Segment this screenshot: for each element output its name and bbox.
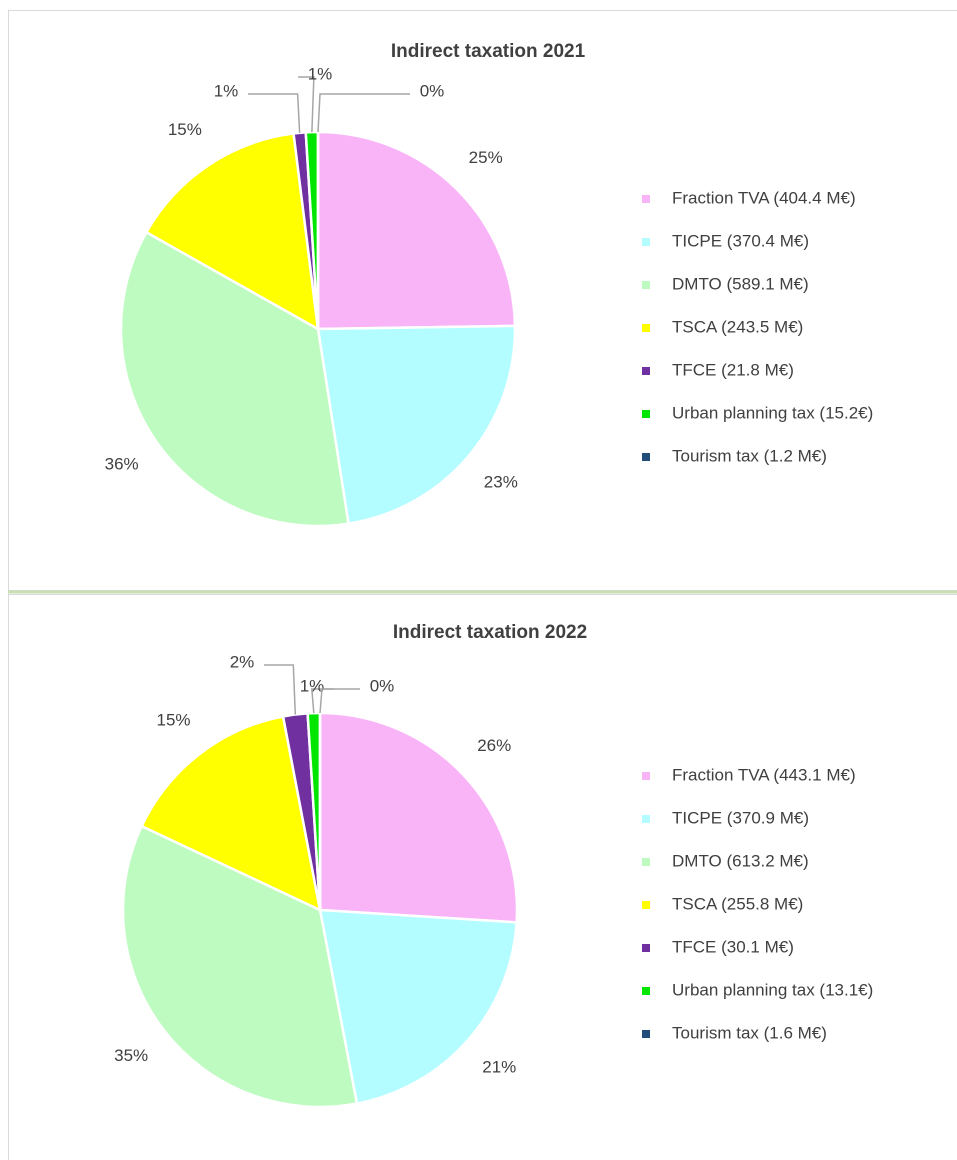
data-label: 15% <box>156 711 190 730</box>
legend-label: Fraction TVA (443.1 M€) <box>672 765 856 784</box>
legend-marker <box>642 944 650 952</box>
legend-label: Urban planning tax (13.1€) <box>672 980 873 999</box>
legend-marker <box>642 410 650 418</box>
legend-label: TSCA (243.5 M€) <box>672 317 803 336</box>
chart-title: Indirect taxation 2022 <box>393 622 587 643</box>
legend-label: TFCE (30.1 M€) <box>672 937 794 956</box>
legend-label: TICPE (370.9 M€) <box>672 808 809 827</box>
data-label: 0% <box>420 81 445 100</box>
leader-line <box>317 93 410 133</box>
pie-slice <box>121 824 359 1109</box>
legend-marker <box>642 324 650 332</box>
leader-line <box>298 76 315 133</box>
chart-title: Indirect taxation 2021 <box>391 41 586 62</box>
legend-marker <box>642 238 650 246</box>
legend-label: Tourism tax (1.2 M€) <box>672 446 827 465</box>
legend-marker <box>642 858 650 866</box>
legend-marker <box>642 281 650 289</box>
legend-label: TICPE (370.4 M€) <box>672 231 809 250</box>
pie-slice <box>318 711 519 924</box>
chart-frame <box>8 594 957 1160</box>
data-label: 35% <box>114 1046 148 1065</box>
leader-line <box>264 664 297 715</box>
pie-slice <box>318 908 518 1105</box>
legend-marker <box>642 772 650 780</box>
data-label: 1% <box>214 81 239 100</box>
data-label: 25% <box>469 148 503 167</box>
legend-marker <box>642 901 650 909</box>
legend-label: TFCE (21.8 M€) <box>672 360 794 379</box>
data-label: 26% <box>477 736 511 755</box>
data-label: 36% <box>105 455 139 474</box>
pie-slice <box>140 715 322 913</box>
legend-marker <box>642 1030 650 1038</box>
legend-marker <box>642 987 650 995</box>
pie-slice <box>119 230 350 528</box>
legend-label: Fraction TVA (404.4 M€) <box>672 188 856 207</box>
data-label: 23% <box>484 472 518 491</box>
legend-label: Urban planning tax (15.2€) <box>672 403 873 422</box>
pie-slice <box>316 324 517 526</box>
legend-label: DMTO (613.2 M€) <box>672 851 809 870</box>
legend-label: Tourism tax (1.6 M€) <box>672 1023 827 1042</box>
legend-marker <box>642 195 650 203</box>
legend-label: TSCA (255.8 M€) <box>672 894 803 913</box>
leader-line <box>319 688 360 714</box>
data-label: 15% <box>168 120 202 139</box>
data-label: 1% <box>308 64 333 83</box>
data-label: 1% <box>300 676 325 695</box>
legend-label: DMTO (589.1 M€) <box>672 274 809 293</box>
legend-marker <box>642 815 650 823</box>
legend-marker <box>642 453 650 461</box>
legend-marker <box>642 367 650 375</box>
pie-slice <box>144 132 320 332</box>
pie-slice <box>316 130 517 331</box>
data-label: 2% <box>230 652 255 671</box>
data-label: 21% <box>482 1058 516 1077</box>
leader-line <box>248 93 301 133</box>
data-label: 0% <box>370 676 395 695</box>
